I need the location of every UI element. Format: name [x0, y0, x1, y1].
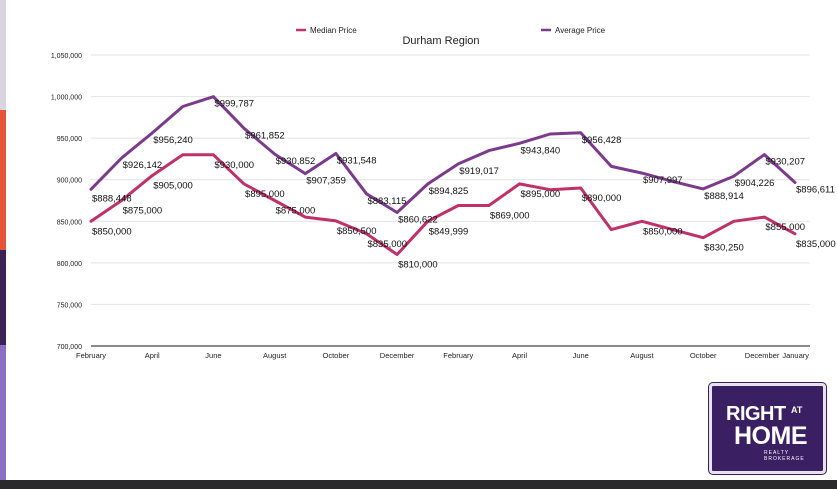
median-data-label: $850,500 [337, 226, 377, 237]
gridlines [91, 54, 810, 347]
average-data-label: $956,240 [153, 135, 193, 146]
median-data-label: $875,000 [123, 206, 163, 217]
median-price-line [89, 153, 797, 256]
average-data-label: $943,840 [521, 145, 561, 156]
x-tick-label: December [745, 351, 780, 360]
x-tick-label: October [690, 351, 717, 360]
x-tick-label: February [76, 351, 106, 360]
y-tick-label: 800,000 [57, 261, 82, 268]
left-strip-dark [0, 250, 6, 345]
x-tick-label: August [630, 351, 654, 360]
y-tick-label: 1,000,000 [51, 95, 82, 102]
x-axis-ticks: February April June August October December Fe… [76, 351, 809, 360]
median-data-label: $895,000 [521, 189, 561, 200]
x-tick-label: February [443, 351, 473, 360]
y-tick-label: 950,000 [57, 136, 82, 143]
x-tick-label: August [263, 351, 287, 360]
average-data-label: $907,997 [643, 175, 683, 186]
series-lines [89, 95, 797, 256]
average-data-label: $904,226 [735, 178, 775, 189]
x-tick-label: January [782, 351, 809, 360]
average-data-label: $894,825 [429, 186, 469, 197]
median-data-label: $875,000 [276, 206, 316, 217]
average-data-label: $961,852 [245, 130, 285, 141]
left-strip-lavender [0, 345, 6, 480]
average-data-label: $931,548 [337, 155, 377, 166]
median-data-label: $869,000 [490, 210, 530, 221]
chart-title: Durham Region [402, 35, 479, 47]
y-tick-label: 850,000 [57, 219, 82, 226]
legend-label-average: Average Price [555, 26, 606, 35]
median-data-label: $835,000 [367, 239, 407, 250]
x-tick-label: October [323, 351, 350, 360]
y-tick-label: 1,050,000 [51, 53, 82, 60]
logo-text-at: AT [791, 405, 803, 415]
average-data-label: $860,622 [398, 214, 438, 225]
x-tick-label: June [573, 351, 589, 360]
median-data-label: $850,000 [643, 226, 683, 237]
logo-text-brokerage: BROKERAGE [764, 456, 805, 462]
average-data-label: $999,787 [214, 99, 254, 110]
x-tick-label: December [380, 351, 415, 360]
right-at-home-logo: RIGHT AT HOME REALTY BROKERAGE [709, 383, 826, 474]
x-tick-label: June [205, 351, 221, 360]
bottom-bar [0, 480, 837, 489]
average-data-label: $930,207 [765, 157, 805, 168]
x-tick-label: April [512, 351, 527, 360]
median-data-label: $850,000 [92, 226, 132, 237]
average-data-label: $883,115 [367, 196, 406, 207]
left-strip-top [0, 0, 6, 110]
data-labels: $850,000 $875,000 $905,000 $930,000 $895,000… [92, 99, 836, 271]
median-data-label: $930,000 [214, 160, 254, 171]
median-data-label: $890,000 [582, 193, 622, 204]
logo-text-realty: REALTY [764, 450, 790, 456]
x-tick-label: April [145, 351, 160, 360]
average-data-label: $930,852 [276, 156, 316, 167]
y-tick-label: 700,000 [57, 344, 82, 351]
left-strip-accent [0, 110, 6, 250]
legend: Median Price Average Price [296, 26, 606, 35]
median-data-label: $895,000 [245, 189, 285, 200]
median-data-label: $830,250 [704, 243, 744, 254]
logo-text-home: HOME [734, 422, 808, 450]
logo-text-right: RIGHT [726, 403, 786, 425]
median-data-label: $855,000 [765, 222, 805, 233]
median-data-label: $835,000 [796, 239, 836, 250]
average-data-label: $926,142 [123, 160, 163, 171]
median-data-label: $810,000 [398, 260, 438, 271]
y-axis-ticks: 700,000 750,000 800,000 850,000 900,000 950,0… [51, 53, 82, 351]
average-data-label: $896,611 [796, 185, 835, 196]
median-data-label: $905,000 [153, 181, 193, 192]
y-tick-label: 750,000 [57, 302, 82, 309]
average-data-label: $919,017 [459, 166, 499, 177]
y-tick-label: 900,000 [57, 178, 82, 185]
average-data-label: $956,428 [582, 135, 622, 146]
average-data-label: $888,914 [704, 191, 744, 202]
average-data-label: $907,359 [306, 176, 346, 187]
average-price-line [89, 95, 797, 214]
median-data-label: $849,999 [429, 226, 469, 237]
average-data-label: $888,448 [92, 193, 132, 204]
legend-label-median: Median Price [310, 26, 357, 35]
